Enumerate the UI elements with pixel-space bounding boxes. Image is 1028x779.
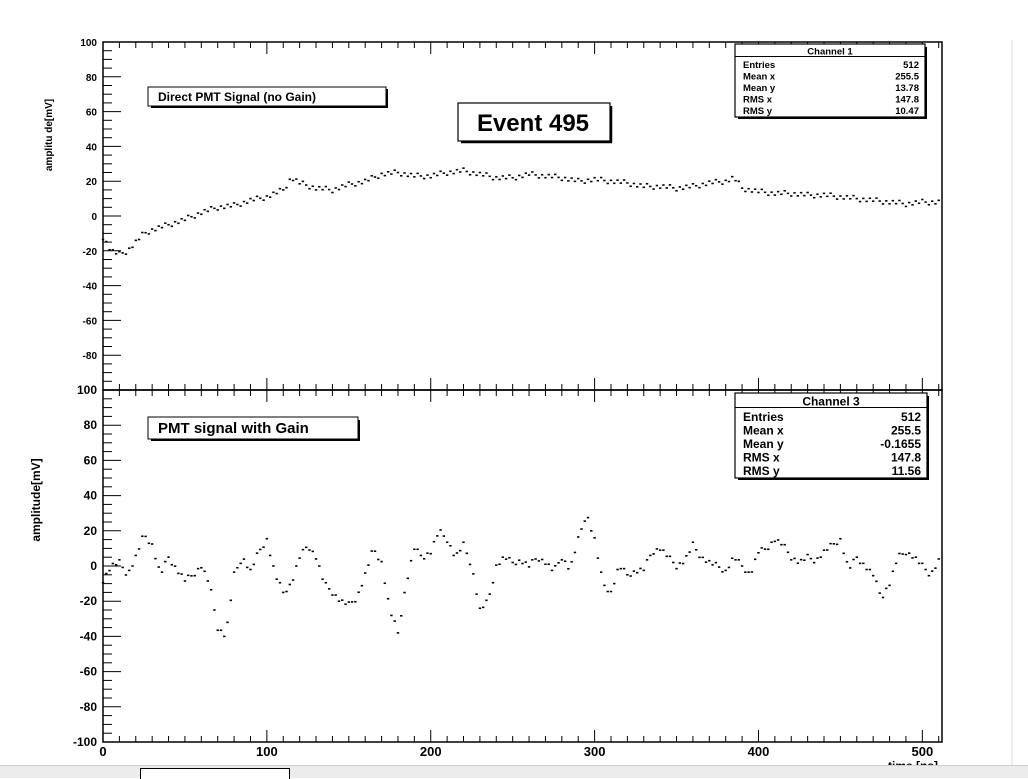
- stats-row-label: Mean y: [743, 83, 776, 94]
- top-stats-box: Channel 1 Entries 512 Mean x 255.5 Mean y 13.7…: [734, 43, 927, 119]
- stats-row-label: Mean y: [743, 437, 784, 451]
- y-tick-label: 60: [84, 453, 98, 467]
- y-tick-label: 20: [84, 524, 98, 538]
- bottom-y-axis: 100 80 60 40 20 0 -20 -40 -60 -80 -100: [73, 383, 121, 749]
- top-data-points: [101, 167, 940, 255]
- stats-row-label: RMS x: [743, 451, 780, 465]
- y-tick-label: 80: [86, 73, 98, 84]
- stats-row-value: 10.47: [895, 106, 919, 117]
- stats-row-value: 147.8: [895, 95, 919, 106]
- bottom-stats-box: Channel 3 Entries 512 Mean x 255.5 Mean y -0.1…: [734, 392, 929, 480]
- y-tick-label: -20: [80, 594, 98, 608]
- event-label: Event 495: [477, 110, 589, 137]
- y-tick-label: 0: [91, 212, 97, 223]
- bottom-y-axis-label: amplitude[mV]: [29, 458, 43, 541]
- event-label-box: [457, 102, 611, 142]
- x-tick-label: 500: [911, 744, 933, 759]
- stats-row-label: RMS x: [743, 95, 773, 106]
- y-tick-label: 40: [86, 142, 98, 153]
- stats-row-label: Mean x: [743, 424, 784, 438]
- x-tick-label: 100: [256, 744, 278, 759]
- stats-box-title: Channel 3: [802, 395, 860, 409]
- stats-row-value: 147.8: [891, 451, 921, 465]
- top-y-axis: 100 80 60 40 20 0 -20 -40 -60 -80: [80, 38, 121, 391]
- stats-row-label: RMS y: [743, 106, 773, 117]
- stats-row-value: -0.1655: [880, 437, 921, 451]
- y-tick-label: 100: [77, 383, 97, 397]
- stats-box-title: Channel 1: [807, 47, 853, 58]
- y-tick-label: -20: [83, 247, 98, 258]
- window-tab: [140, 768, 290, 779]
- y-tick-label: -80: [80, 700, 98, 714]
- x-tick-label: 200: [420, 744, 442, 759]
- x-tick-label: 0: [99, 744, 106, 759]
- y-tick-label: 60: [86, 108, 98, 119]
- stats-row-label: Entries: [743, 410, 784, 424]
- y-tick-label: 80: [84, 418, 98, 432]
- y-tick-label: -80: [83, 351, 98, 362]
- bottom-chart-title: PMT signal with Gain: [158, 420, 309, 437]
- y-tick-label: -40: [83, 282, 98, 293]
- top-chart-title: Direct PMT Signal (no Gain): [158, 90, 316, 104]
- stats-row-value: 255.5: [895, 72, 919, 83]
- y-tick-label: -60: [83, 316, 98, 327]
- stats-row-value: 512: [903, 60, 919, 71]
- bottom-data-points: [101, 516, 940, 638]
- y-tick-label: 40: [84, 489, 98, 503]
- y-tick-label: 0: [90, 559, 97, 573]
- stats-row-label: Entries: [743, 60, 775, 71]
- top-y-axis-label: amplitu de[mV]: [44, 99, 55, 171]
- stats-row-label: RMS y: [743, 464, 780, 478]
- y-tick-label: -100: [73, 735, 97, 749]
- y-tick-label: 100: [80, 38, 97, 49]
- x-tick-label: 400: [748, 744, 770, 759]
- stats-row-value: 512: [901, 410, 921, 424]
- x-tick-label: 300: [584, 744, 606, 759]
- y-tick-label: -40: [80, 629, 98, 643]
- stats-row-value: 13.78: [895, 83, 919, 94]
- bottom-x-axis: 0 100 200 300 400 500: [99, 390, 940, 759]
- y-tick-label: 20: [86, 177, 98, 188]
- y-tick-label: -60: [80, 665, 98, 679]
- stats-row-label: Mean x: [743, 72, 776, 83]
- stats-row-value: 11.56: [892, 464, 922, 478]
- stats-row-value: 255.5: [891, 424, 921, 438]
